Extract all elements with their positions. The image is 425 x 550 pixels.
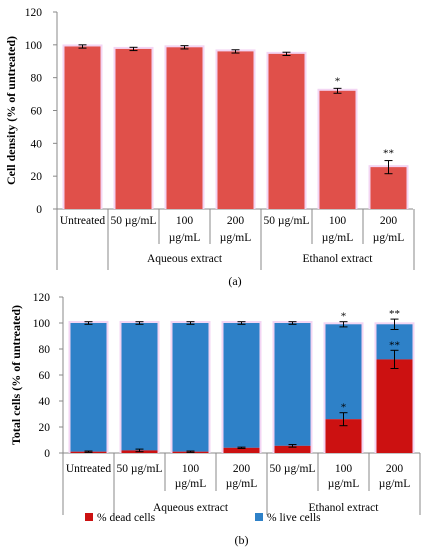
category-label: µg/mL — [175, 478, 207, 490]
category-label: µg/mL — [379, 478, 411, 490]
y-axis-label: Cell density (% of untreated) — [4, 36, 18, 185]
category-label: 100 — [329, 215, 347, 227]
category-label: µg/mL — [226, 478, 258, 490]
panel-label: (a) — [228, 274, 241, 288]
category-label: 200 — [380, 215, 398, 227]
y-tick-label: 0 — [36, 204, 42, 216]
y-tick-label: 0 — [44, 448, 50, 460]
y-tick-label: 20 — [39, 422, 51, 434]
significance-marker: ** — [383, 148, 394, 160]
bar-dead — [274, 445, 311, 453]
significance-marker-dead: * — [341, 402, 347, 414]
bar-dead — [376, 359, 413, 453]
y-tick-label: 100 — [33, 318, 51, 330]
category-label: Untreated — [66, 463, 112, 475]
bar-dead — [223, 447, 260, 453]
category-label: 200 — [386, 463, 404, 475]
y-tick-label: 60 — [31, 106, 43, 118]
y-tick-label: 120 — [33, 292, 51, 304]
bar-live — [172, 323, 209, 452]
y-tick-label: 120 — [25, 7, 43, 19]
chart-panel-2: 0 20 40 60 80 100 120 Total cells (% of untreat… — [9, 292, 421, 547]
bar-live — [274, 323, 311, 446]
category-label: µg/mL — [322, 232, 354, 244]
group-label: Aqueous extract — [147, 253, 223, 265]
chart-panel-1: 0 20 40 60 80 100 120 Cell density (% of untrea… — [4, 7, 415, 288]
category-label: µg/mL — [169, 232, 201, 244]
category-label: 100 — [335, 463, 353, 475]
bar-live — [70, 323, 107, 452]
group-label: Ethanol extract — [309, 502, 380, 514]
category-label: 50 µg/mL — [270, 463, 316, 475]
legend-swatch — [255, 513, 263, 521]
category-label: 100 — [176, 215, 194, 227]
significance-marker-dead: ** — [389, 339, 400, 351]
category-label: µg/mL — [220, 232, 252, 244]
bar — [115, 48, 152, 209]
legend-label: % live cells — [267, 512, 321, 524]
bar-live — [325, 324, 362, 420]
category-label: 50 µg/mL — [111, 215, 157, 227]
y-axis-label: Total cells (% of untreated) — [9, 305, 23, 445]
y-tick-label: 80 — [31, 73, 43, 85]
y-tick-label: 40 — [39, 396, 51, 408]
bar — [217, 51, 254, 210]
bar — [319, 90, 356, 209]
y-tick-label: 60 — [39, 370, 51, 382]
bar — [268, 53, 305, 209]
legend-swatch — [85, 513, 93, 521]
bar-live — [223, 323, 260, 448]
category-label: µg/mL — [328, 478, 360, 490]
y-tick-label: 40 — [31, 138, 43, 150]
category-label: 50 µg/mL — [264, 215, 310, 227]
category-label: Untreated — [60, 215, 106, 227]
bar — [166, 47, 203, 209]
legend-label: % dead cells — [97, 512, 156, 524]
y-tick-label: 80 — [39, 344, 51, 356]
category-label: µg/mL — [373, 232, 405, 244]
bar — [64, 46, 101, 209]
group-label: Aqueous extract — [153, 502, 229, 514]
significance-marker-live: ** — [389, 308, 400, 320]
significance-marker-live: * — [341, 311, 347, 323]
category-label: 50 µg/mL — [117, 463, 163, 475]
category-label: 100 — [182, 463, 200, 475]
bar-live — [121, 323, 158, 451]
y-tick-label: 100 — [25, 40, 43, 52]
legend: % dead cells % live cells — [85, 512, 321, 524]
category-label: 200 — [233, 463, 251, 475]
significance-marker: * — [335, 75, 341, 87]
group-label: Ethanol extract — [303, 253, 374, 265]
panel-label: (b) — [235, 533, 249, 547]
category-label: 200 — [227, 215, 245, 227]
y-tick-label: 20 — [31, 171, 43, 183]
